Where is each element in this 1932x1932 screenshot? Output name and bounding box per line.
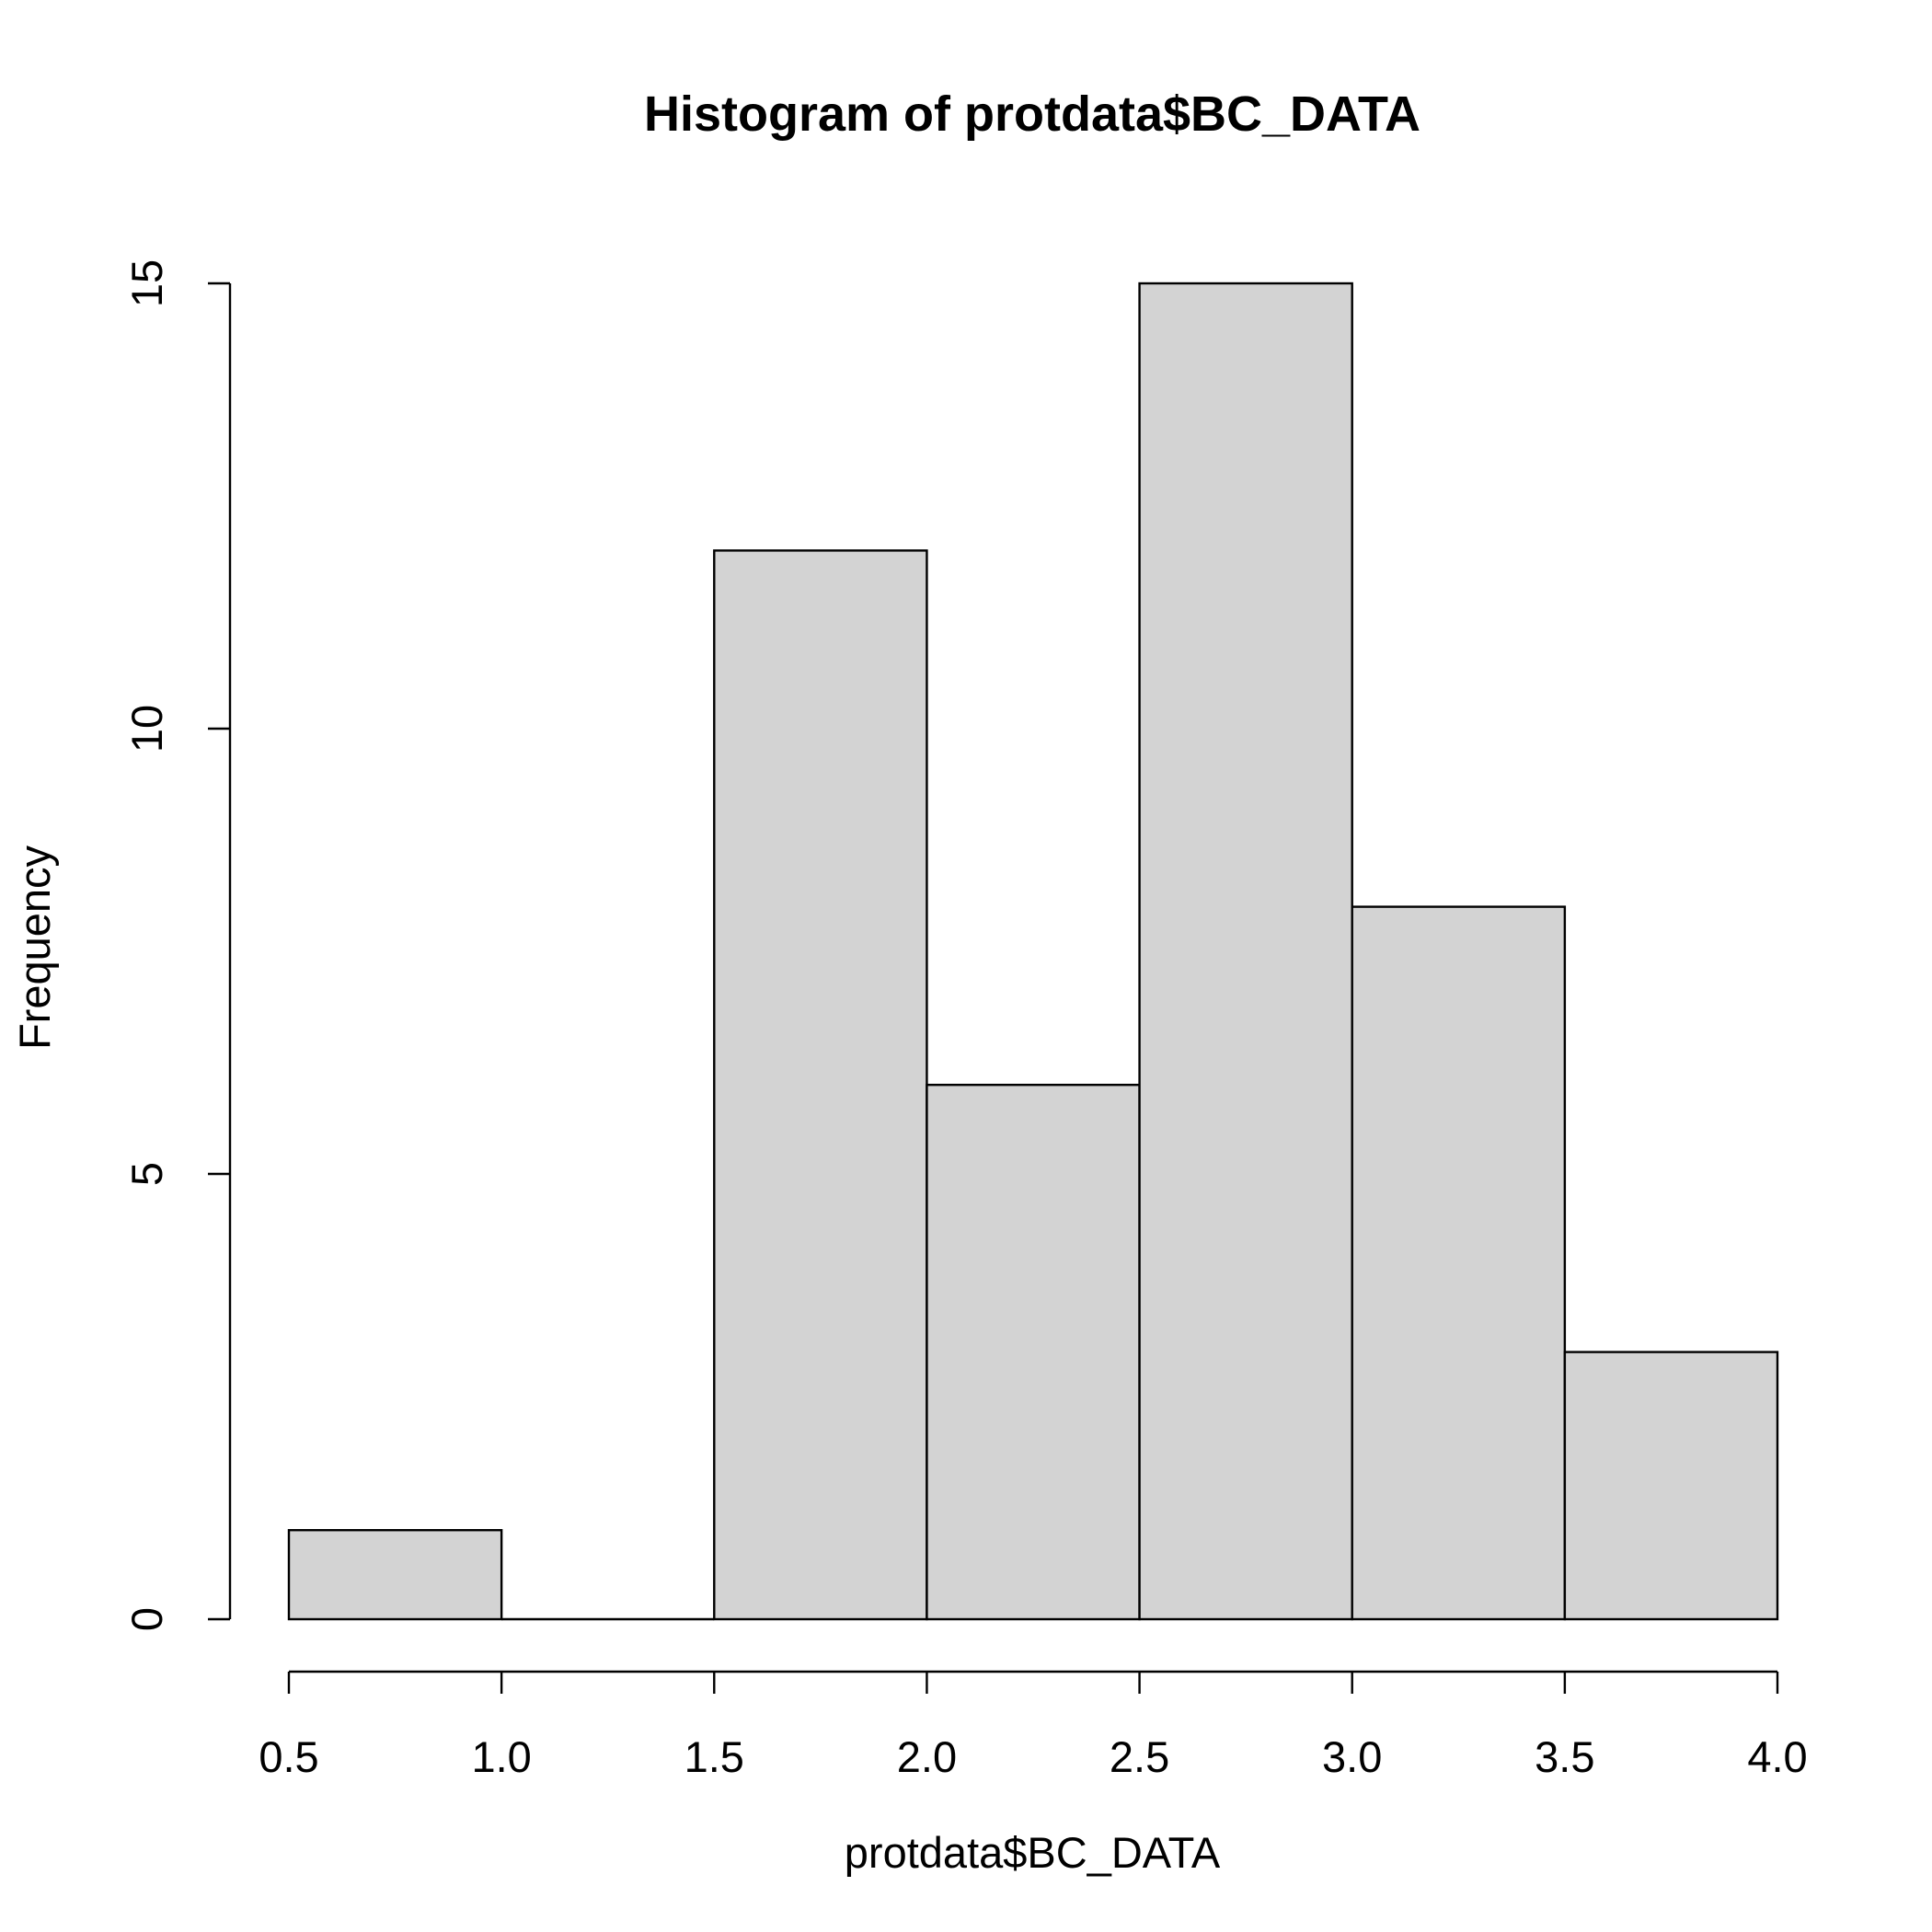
- histogram-bar-6: [1563, 1351, 1779, 1621]
- y-tick-label-2: 10: [122, 705, 171, 753]
- x-tick-label-0: 0.5: [259, 1732, 318, 1781]
- y-axis-label: Frequency: [10, 845, 59, 1050]
- x-axis: 0.5 1.0 1.5 2.0 2.5 3.0 3.5 4.0: [259, 1670, 1808, 1781]
- histogram-bar-0: [287, 1528, 503, 1621]
- x-tick-label-4: 2.5: [1110, 1732, 1169, 1781]
- histogram-bar-4: [1138, 282, 1353, 1621]
- histogram-bar-3: [926, 1083, 1141, 1621]
- x-tick-label-1: 1.0: [471, 1732, 531, 1781]
- x-tick-label-2: 1.5: [684, 1732, 744, 1781]
- y-tick-label-1: 5: [122, 1162, 171, 1186]
- chart-title: Histogram of protdata$BC_DATA: [644, 86, 1420, 142]
- histogram-bar-5: [1351, 905, 1567, 1621]
- y-tick-label-0: 0: [122, 1607, 171, 1631]
- bars-group: [287, 282, 1779, 1621]
- x-tick-label-3: 2.0: [897, 1732, 957, 1781]
- x-tick-label-5: 3.0: [1322, 1732, 1382, 1781]
- y-axis: 0 5 10 15: [122, 259, 232, 1631]
- x-tick-label-6: 3.5: [1535, 1732, 1594, 1781]
- histogram-bar-2: [713, 549, 928, 1621]
- y-tick-label-3: 15: [122, 259, 171, 307]
- x-axis-label: protdata$BC_DATA: [845, 1828, 1221, 1877]
- x-tick-label-7: 4.0: [1747, 1732, 1807, 1781]
